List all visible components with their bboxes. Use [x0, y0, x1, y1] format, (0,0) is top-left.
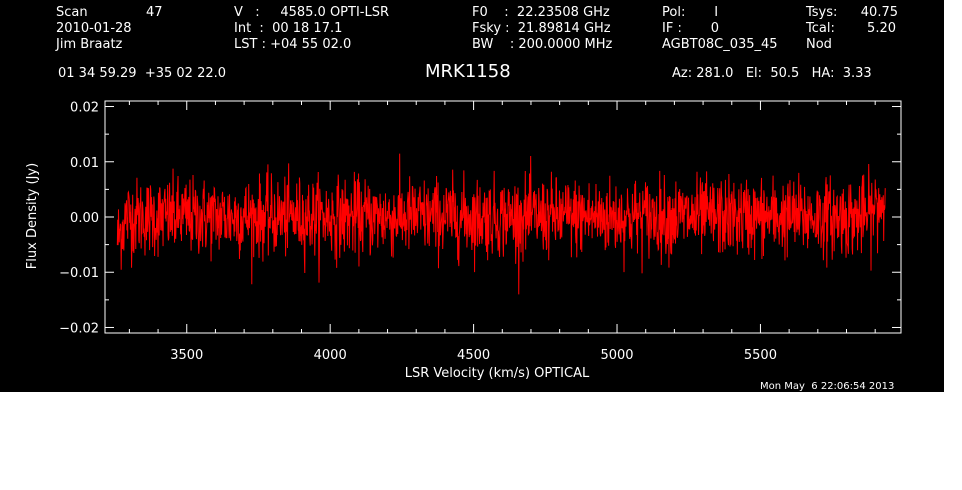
plot-timestamp: Mon May 6 22:06:54 2013 [760, 381, 895, 392]
bandwidth: BW : 200.0000 MHz [472, 37, 613, 52]
y-tick-label: −0.01 [59, 266, 99, 281]
integration-time: Int : 00 18 17.1 [234, 21, 343, 36]
project-id: AGBT08C_035_45 [662, 37, 778, 52]
spectrum-plot: 3500 4000 4500 5000 5500 −0.02 −0.01 0.00 0.01 0.… [25, 100, 902, 381]
y-tick-label: 0.02 [70, 101, 99, 116]
y-axis-title: Flux Density (Jy) [25, 163, 40, 269]
scan-number: 47 [146, 5, 163, 20]
sky-frequency: Fsky : 21.89814 GHz [472, 21, 611, 36]
spectrum-series-line [116, 153, 886, 295]
source-coordinates: 01 34 59.29 +35 02 22.0 [58, 66, 227, 81]
y-tick-label: 0.00 [70, 211, 99, 226]
spectrum-trace-layer [116, 153, 886, 295]
x-tick-label: 5000 [600, 348, 633, 363]
x-axis-title: LSR Velocity (km/s) OPTICAL [405, 366, 590, 381]
polarization: Pol: I [662, 5, 719, 20]
lst-readout: LST : +04 55 02.0 [234, 37, 352, 52]
velocity-readout: V : 4585.0 OPTI-LSR [234, 5, 390, 20]
rest-frequency: F0 : 22.23508 GHz [472, 5, 610, 20]
observation-date: 2010-01-28 [56, 21, 132, 36]
source-name: MRK1158 [425, 61, 511, 82]
pointing-readout: Az: 281.0 El: 50.5 HA: 3.33 [672, 66, 872, 81]
axis-ticks [105, 101, 901, 333]
scan-label: Scan [56, 5, 88, 20]
x-tick-label: 4000 [314, 348, 347, 363]
tsys-value: 40.75 [860, 5, 898, 20]
x-tick-label: 5500 [744, 348, 777, 363]
observing-mode: Nod [806, 37, 832, 52]
axis-tick-labels: 3500 4000 4500 5000 5500 −0.02 −0.01 0.00 0.01 0.… [59, 101, 777, 363]
if-number: IF : 0 [662, 21, 720, 36]
observer-name: Jim Braatz [56, 37, 123, 52]
x-tick-label: 3500 [170, 348, 203, 363]
tcal-value: 5.20 [867, 21, 896, 36]
spectrum-panel: Scan 47 2010-01-28 Jim Braatz V : 4585.0… [0, 0, 944, 392]
y-tick-label: 0.01 [70, 156, 99, 171]
y-tick-label: −0.02 [59, 321, 99, 336]
x-tick-label: 4500 [457, 348, 490, 363]
tcal-label: Tcal: [806, 21, 835, 36]
tsys-label: Tsys: [806, 5, 838, 20]
